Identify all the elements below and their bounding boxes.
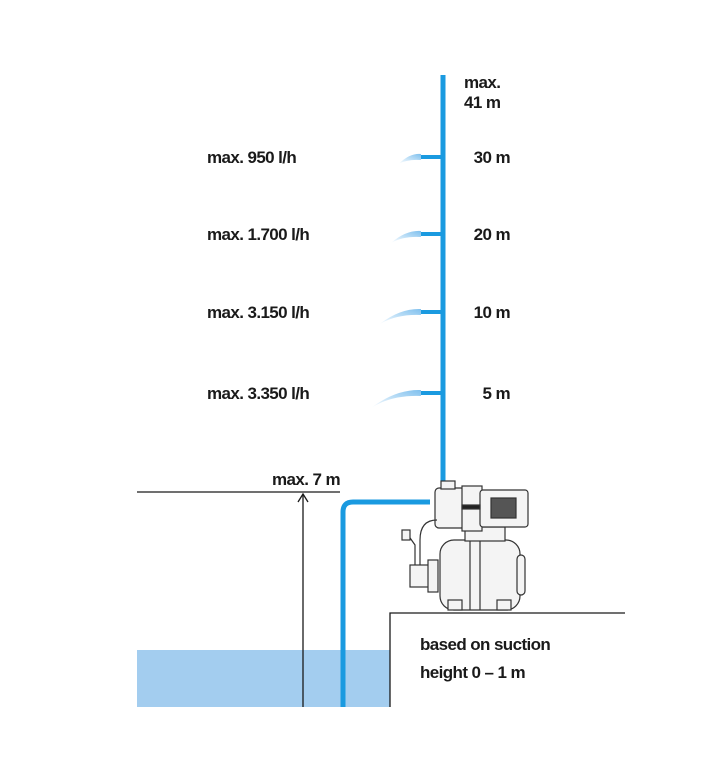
- flow-label: max. 1.700 l/h: [207, 225, 309, 244]
- pump-icon: [401, 480, 529, 611]
- water-spray-icon: [391, 230, 421, 243]
- note-line1: based on suction: [420, 635, 550, 654]
- height-label: 30 m: [474, 148, 511, 167]
- flow-label: max. 3.150 l/h: [207, 303, 309, 322]
- arrow-head-icon: [297, 492, 309, 503]
- note-line2: height 0 – 1 m: [420, 663, 525, 682]
- flow-label: max. 3.350 l/h: [207, 384, 309, 403]
- height-label: 20 m: [474, 225, 511, 244]
- max-suction-label: max. 7 m: [272, 470, 340, 489]
- ground-line: [389, 612, 625, 707]
- water-spray-icon: [399, 153, 421, 164]
- suction-pipe: [340, 499, 430, 707]
- water-spray-icon: [371, 389, 421, 408]
- flow-label: max. 950 l/h: [207, 148, 296, 167]
- max-height-label-line2: 41 m: [464, 93, 501, 112]
- height-label: 5 m: [483, 384, 511, 403]
- water-source: [137, 650, 390, 707]
- water-spray-icon: [379, 308, 421, 325]
- height-label: 10 m: [474, 303, 511, 322]
- max-height-label-line1: max.: [464, 73, 500, 92]
